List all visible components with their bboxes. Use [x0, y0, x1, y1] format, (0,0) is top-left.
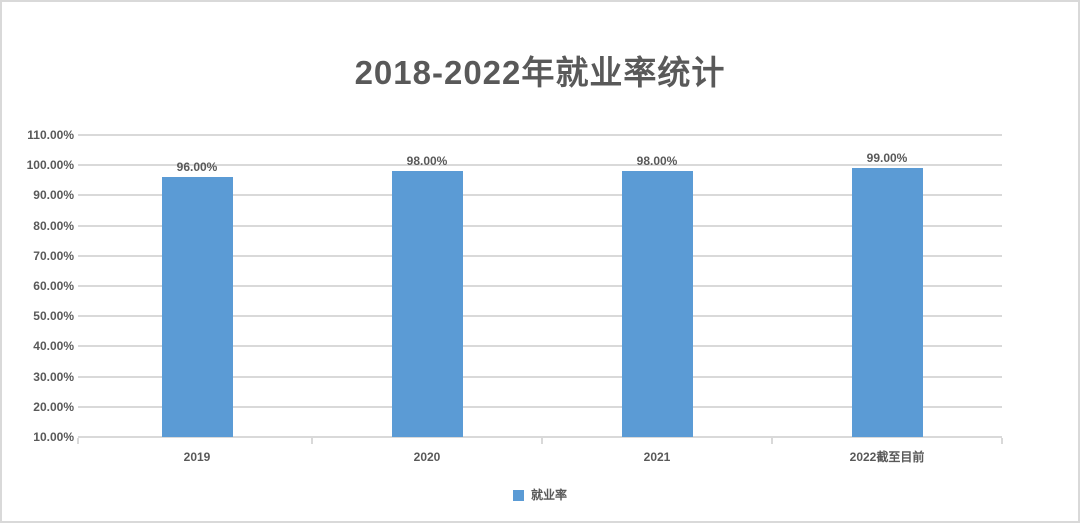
bar-value-label: 99.00%: [866, 151, 908, 166]
gridline: [78, 285, 1002, 287]
x-axis-tick: [771, 438, 773, 444]
bar-value-label: 96.00%: [176, 160, 218, 175]
gridline: [78, 315, 1002, 318]
x-axis-tick: [311, 438, 313, 444]
y-axis-tick-label: 60.00%: [33, 279, 74, 293]
y-axis-tick-label: 10.00%: [33, 430, 74, 444]
x-axis-category-label: 2020: [413, 450, 441, 464]
gridline: [78, 345, 1002, 348]
legend-label: 就业率: [530, 488, 567, 502]
gridline: [78, 254, 1002, 257]
y-axis-tick-label: 70.00%: [33, 248, 74, 263]
gridline: [78, 405, 1002, 408]
bar-2021: [621, 171, 693, 437]
x-axis-tick: [541, 438, 543, 444]
y-axis-tick-label: 110.00%: [27, 128, 74, 142]
x-axis-category-label: 2021: [643, 450, 671, 464]
bar-2022截至目前: [851, 168, 923, 437]
x-axis-category-label: 2022截至目前: [849, 450, 925, 464]
y-axis-tick-label: 100.00%: [26, 158, 74, 173]
y-axis-tick-label: 20.00%: [33, 399, 74, 414]
chart-title: 2018-2022年就业率统计: [354, 54, 726, 91]
bar-value-label: 98.00%: [636, 154, 678, 169]
gridline: [78, 375, 1002, 378]
bar-2019: [161, 177, 233, 437]
gridline: [78, 164, 1002, 167]
x-axis-tick: [77, 438, 79, 444]
x-axis-line: [78, 436, 1002, 438]
bar-value-label: 98.00%: [406, 154, 448, 169]
y-axis-tick-label: 30.00%: [33, 369, 74, 384]
legend-swatch-icon: [512, 489, 524, 501]
y-axis-tick-label: 80.00%: [33, 218, 74, 233]
bar-2020: [391, 171, 463, 437]
y-axis-tick-label: 50.00%: [33, 309, 74, 324]
x-axis-category-label: 2019: [183, 450, 211, 464]
gridline: [78, 134, 1002, 136]
y-axis-tick-label: 90.00%: [33, 188, 74, 203]
gridline: [78, 194, 1002, 197]
y-axis-tick-label: 40.00%: [33, 339, 74, 354]
x-axis-tick: [1001, 438, 1003, 444]
legend: 就业率: [2, 488, 1078, 502]
gridline: [78, 224, 1002, 227]
